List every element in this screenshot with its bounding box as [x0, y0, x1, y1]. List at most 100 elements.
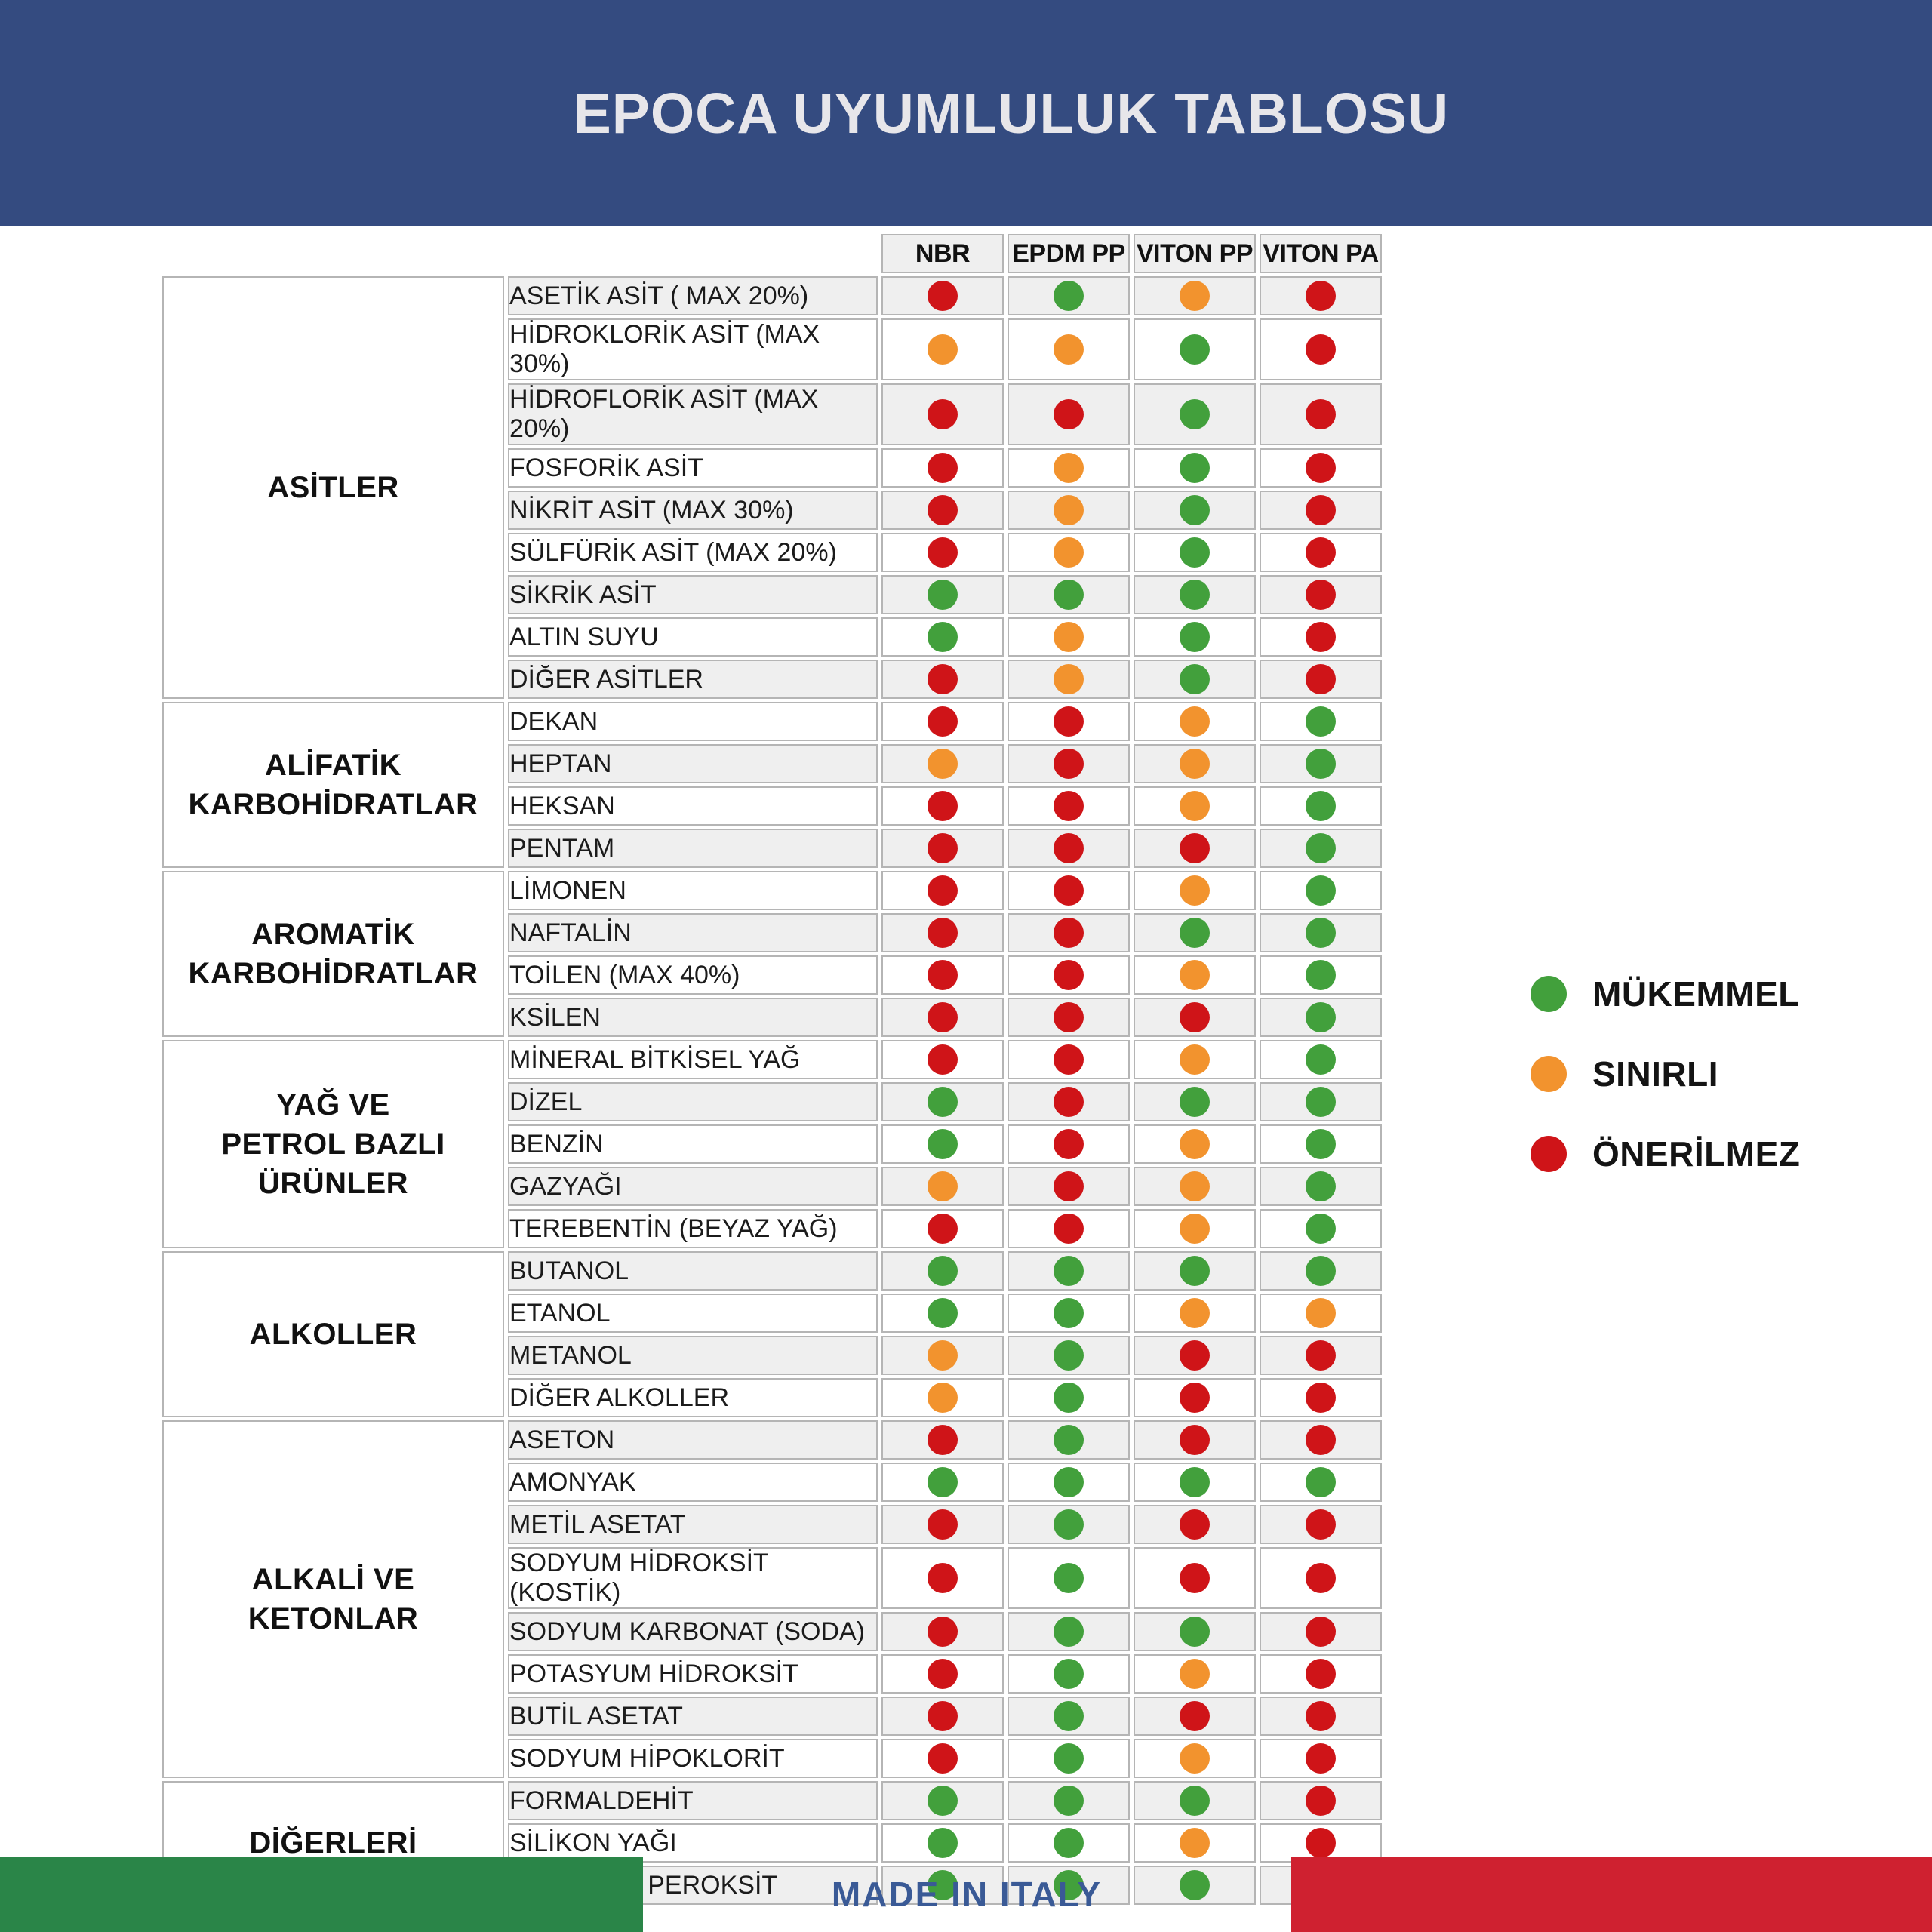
chemical-label: PENTAM [508, 829, 878, 868]
rating-cell [1134, 871, 1256, 910]
status-dot-G [928, 1256, 958, 1286]
status-dot-G [1054, 1467, 1084, 1497]
status-dot-R [928, 1659, 958, 1689]
rating-cell [1008, 1612, 1130, 1651]
rating-cell [1260, 1823, 1382, 1863]
table-row: GAZYAĞI [162, 1167, 1382, 1206]
table-row: SÜLFÜRİK ASİT (MAX 20%) [162, 533, 1382, 572]
status-dot-G [928, 1786, 958, 1816]
table-row: FOSFORİK ASİT [162, 448, 1382, 488]
status-dot-R [1306, 1383, 1336, 1413]
table-row: DİZEL [162, 1082, 1382, 1121]
status-dot-R [928, 1563, 958, 1593]
table-row: METANOL [162, 1336, 1382, 1375]
status-dot-O [1180, 960, 1210, 990]
status-dot-G [1306, 791, 1336, 821]
table-row: TOİLEN (MAX 40%) [162, 955, 1382, 995]
rating-cell [1260, 1336, 1382, 1375]
status-dot-G [1180, 1467, 1210, 1497]
status-dot-R [1306, 622, 1336, 652]
status-dot-R [1306, 334, 1336, 365]
status-dot-R [928, 495, 958, 525]
rating-cell [881, 1040, 1004, 1079]
status-dot-O [1180, 1129, 1210, 1159]
status-dot-G [1180, 918, 1210, 948]
rating-cell [881, 491, 1004, 530]
rating-cell [1134, 1612, 1256, 1651]
status-dot-R [928, 1002, 958, 1032]
rating-cell [881, 955, 1004, 995]
rating-cell [1008, 1124, 1130, 1164]
header-band: EPOCA UYUMLULUK TABLOSU [0, 0, 1932, 226]
table-row: SİLİKON YAĞI [162, 1823, 1382, 1863]
rating-cell [881, 1124, 1004, 1164]
rating-cell [1008, 744, 1130, 783]
table-row: POTASYUM HİDROKSİT [162, 1654, 1382, 1694]
chemical-label: METİL ASETAT [508, 1505, 878, 1544]
status-dot-G [1306, 1129, 1336, 1159]
status-dot-R [1306, 453, 1336, 483]
rating-cell [1260, 383, 1382, 445]
rating-cell [1134, 660, 1256, 699]
legend-label: MÜKEMMEL [1592, 974, 1800, 1014]
rating-cell [1260, 998, 1382, 1037]
limited-dot-icon [1531, 1056, 1567, 1092]
status-dot-G [1180, 1870, 1210, 1900]
status-dot-G [1054, 1256, 1084, 1286]
rating-cell [881, 1823, 1004, 1863]
rating-cell [881, 1739, 1004, 1778]
group-label: ALKOLLER [162, 1251, 504, 1417]
chemical-label: HEKSAN [508, 786, 878, 826]
group-label: ALİFATİK KARBOHİDRATLAR [162, 702, 504, 868]
rating-cell [1008, 617, 1130, 657]
rating-cell [1008, 871, 1130, 910]
rating-cell [881, 617, 1004, 657]
column-header-viton-pa: VITON PA [1260, 234, 1382, 273]
status-dot-G [1054, 1701, 1084, 1731]
rating-cell [881, 1654, 1004, 1694]
rating-cell [881, 1336, 1004, 1375]
status-dot-O [1054, 495, 1084, 525]
rating-cell [1008, 660, 1130, 699]
status-dot-R [928, 833, 958, 863]
rating-cell [1260, 276, 1382, 315]
rating-cell [1134, 1781, 1256, 1820]
rating-cell [1134, 1336, 1256, 1375]
rating-cell [1008, 1505, 1130, 1544]
status-dot-G [1054, 1786, 1084, 1816]
chemical-label: FOSFORİK ASİT [508, 448, 878, 488]
table-row: HİDROKLORİK ASİT (MAX 30%) [162, 318, 1382, 380]
rating-cell [1008, 913, 1130, 952]
rating-cell [1134, 1505, 1256, 1544]
legend-label: ÖNERİLMEZ [1592, 1134, 1801, 1174]
status-dot-R [1306, 580, 1336, 610]
chemical-label: DEKAN [508, 702, 878, 741]
status-dot-O [1180, 1044, 1210, 1075]
header-row: NBR EPDM PP VITON PP VITON PA [162, 234, 1382, 273]
status-dot-O [928, 749, 958, 779]
chemical-label: TOİLEN (MAX 40%) [508, 955, 878, 995]
status-dot-R [1180, 1425, 1210, 1455]
status-dot-R [928, 1214, 958, 1244]
status-dot-R [1054, 833, 1084, 863]
rating-cell [1134, 1547, 1256, 1609]
rating-cell [881, 871, 1004, 910]
rating-cell [1008, 276, 1130, 315]
rating-cell [881, 533, 1004, 572]
rating-cell [1134, 448, 1256, 488]
table-row: HEKSAN [162, 786, 1382, 826]
rating-cell [1134, 318, 1256, 380]
status-dot-R [1306, 1617, 1336, 1647]
rating-cell [1008, 702, 1130, 741]
rating-cell [1260, 955, 1382, 995]
chemical-label: POTASYUM HİDROKSİT [508, 1654, 878, 1694]
status-dot-G [1054, 1617, 1084, 1647]
rating-cell [1260, 1612, 1382, 1651]
status-dot-R [1306, 1509, 1336, 1540]
chemical-label: BUTANOL [508, 1251, 878, 1291]
status-dot-G [1180, 1256, 1210, 1286]
status-dot-R [928, 1044, 958, 1075]
status-dot-R [928, 1509, 958, 1540]
status-dot-G [1306, 749, 1336, 779]
